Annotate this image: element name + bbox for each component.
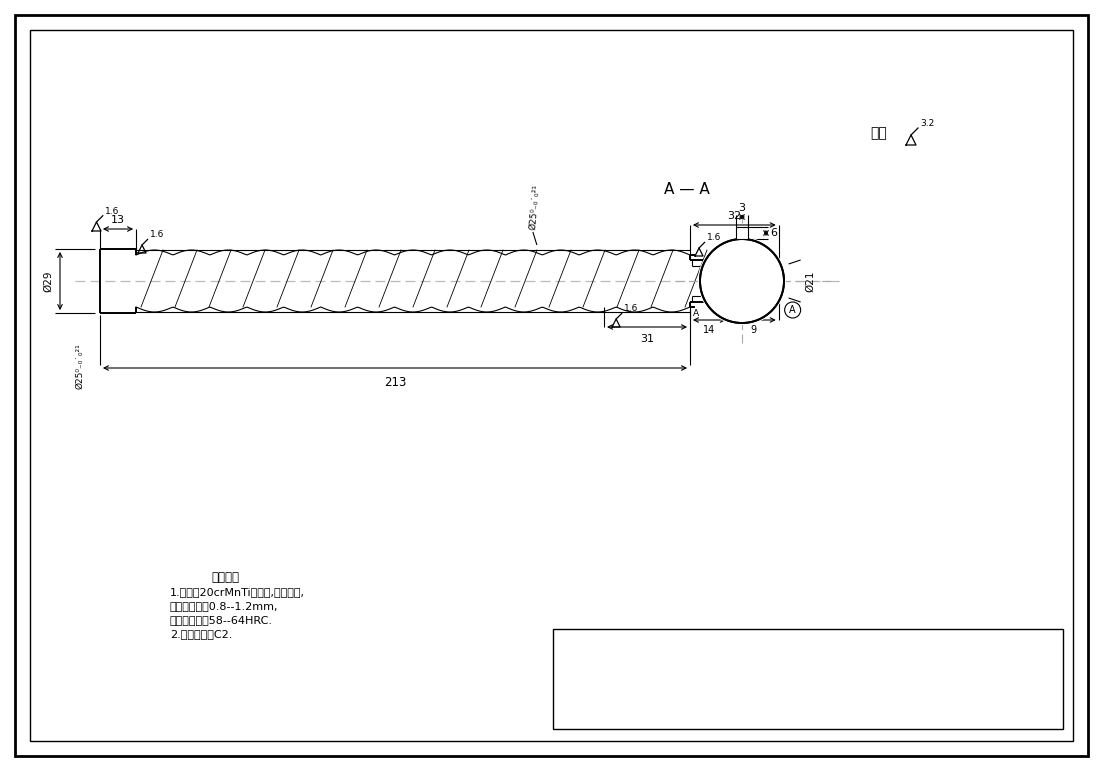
Text: 213: 213 bbox=[384, 376, 406, 389]
Text: 6: 6 bbox=[770, 228, 777, 238]
Text: 制图: 制图 bbox=[563, 651, 576, 661]
Text: 审核: 审核 bbox=[563, 708, 576, 718]
Text: 2.未注倒角为C2.: 2.未注倒角为C2. bbox=[170, 629, 233, 639]
Text: 1.6: 1.6 bbox=[150, 231, 164, 240]
Text: Ø21: Ø21 bbox=[805, 271, 815, 291]
Ellipse shape bbox=[721, 271, 736, 291]
Circle shape bbox=[698, 237, 786, 325]
Text: 技术要求: 技术要求 bbox=[211, 571, 239, 584]
Text: ⊥: ⊥ bbox=[730, 309, 737, 318]
Text: Ø29: Ø29 bbox=[43, 271, 53, 291]
Text: A — A: A — A bbox=[664, 182, 710, 197]
Text: 第 张  共 张: 第 张 共 张 bbox=[922, 697, 974, 711]
Text: A: A bbox=[693, 309, 699, 318]
Text: A3: A3 bbox=[995, 698, 1011, 711]
Text: 3.2: 3.2 bbox=[920, 119, 934, 128]
Text: Ø25⁰₋₀˙₀²¹: Ø25⁰₋₀˙₀²¹ bbox=[528, 183, 542, 230]
Circle shape bbox=[700, 239, 784, 323]
Text: 比例: 比例 bbox=[881, 649, 895, 659]
Text: 螺  杆: 螺 杆 bbox=[672, 634, 715, 658]
Text: A: A bbox=[790, 305, 796, 315]
Text: 32: 32 bbox=[727, 211, 741, 221]
Text: 1.6: 1.6 bbox=[707, 234, 721, 242]
Text: 14: 14 bbox=[704, 325, 716, 335]
Text: 渗碳层深度在0.8--1.2mm,: 渗碳层深度在0.8--1.2mm, bbox=[170, 601, 278, 611]
Text: 1.6: 1.6 bbox=[623, 305, 639, 313]
Text: 3: 3 bbox=[739, 203, 746, 213]
Text: 1.螺杆用20crMnTi锂制造,表面渗碳,: 1.螺杆用20crMnTi锂制造,表面渗碳, bbox=[170, 587, 306, 597]
Text: 渗碳后硬度为58--64HRC.: 渗碳后硬度为58--64HRC. bbox=[170, 615, 274, 625]
Text: 1.6: 1.6 bbox=[105, 207, 119, 216]
Bar bbox=[736, 227, 748, 239]
Bar bbox=[553, 629, 1063, 729]
Text: 1:1: 1:1 bbox=[878, 698, 898, 711]
Text: 31: 31 bbox=[640, 334, 654, 344]
Text: 13: 13 bbox=[111, 215, 125, 225]
Text: A: A bbox=[722, 310, 729, 320]
Text: 王恒: 王恒 bbox=[641, 674, 654, 684]
Text: 其余: 其余 bbox=[870, 126, 887, 140]
Text: 图号: 图号 bbox=[996, 649, 1009, 659]
Text: 9: 9 bbox=[751, 325, 757, 335]
Text: Ø25⁰₋₀˙₀²¹: Ø25⁰₋₀˙₀²¹ bbox=[75, 343, 85, 389]
